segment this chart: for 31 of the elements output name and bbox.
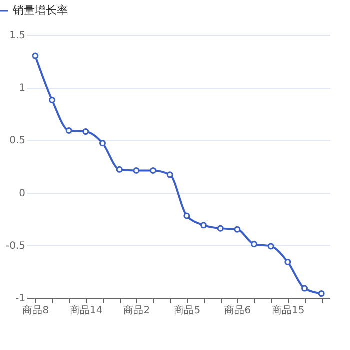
legend-label: 销量增长率 xyxy=(12,4,68,17)
point xyxy=(234,226,241,233)
x-tick-label: 商品14 xyxy=(70,304,103,316)
point xyxy=(133,167,140,174)
point xyxy=(251,241,258,248)
point xyxy=(200,222,207,229)
y-tick-label: 1.5 xyxy=(10,30,26,42)
point xyxy=(49,96,56,104)
point xyxy=(66,127,72,134)
y-tick-label: -0.5 xyxy=(6,240,26,252)
point xyxy=(150,167,156,174)
point xyxy=(166,172,174,178)
point xyxy=(116,166,123,173)
x-tick-label: 商品5 xyxy=(174,304,201,316)
x-tick-label: 商品8 xyxy=(22,304,50,316)
point xyxy=(302,285,308,292)
point xyxy=(318,290,325,298)
y-tick-label: 0.5 xyxy=(10,136,26,147)
point xyxy=(82,128,90,136)
y-tick-label: 0 xyxy=(19,188,26,200)
point xyxy=(184,212,190,220)
y-tick-label: 1 xyxy=(19,83,26,94)
point xyxy=(268,243,274,250)
y-tick-label: -1 xyxy=(16,294,26,304)
x-tick-label: 商品15 xyxy=(272,304,305,316)
point xyxy=(32,52,39,60)
x-tick-label: 商品2 xyxy=(124,304,150,316)
x-tick-label: 商品6 xyxy=(224,304,252,316)
point xyxy=(100,140,106,147)
point xyxy=(217,225,224,232)
point xyxy=(284,258,292,266)
